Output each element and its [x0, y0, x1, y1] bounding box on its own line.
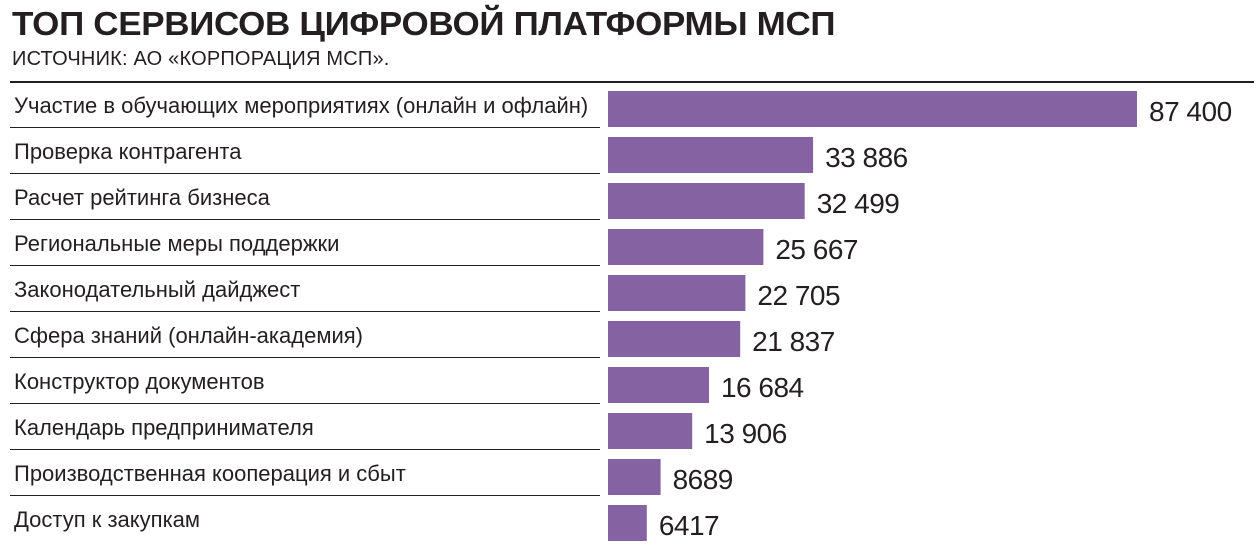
- value-label: 6417: [659, 510, 719, 541]
- category-label: Законодательный дайджест: [14, 277, 300, 302]
- chart-title: ТОП СЕРВИСОВ ЦИФРОВОЙ ПЛАТФОРМЫ МСП: [12, 5, 836, 42]
- bar: [608, 505, 647, 541]
- category-label: Конструктор документов: [14, 369, 265, 394]
- bar: [608, 183, 805, 219]
- value-label: 87 400: [1149, 96, 1232, 127]
- bar: [608, 229, 764, 265]
- value-label: 21 837: [752, 326, 835, 357]
- category-label: Региональные меры поддержки: [14, 231, 339, 256]
- bar: [608, 367, 709, 403]
- value-label: 8689: [673, 464, 733, 495]
- category-label: Расчет рейтинга бизнеса: [14, 185, 271, 210]
- category-label: Доступ к закупкам: [14, 507, 200, 532]
- value-label: 13 906: [704, 418, 787, 449]
- category-label: Участие в обучающих мероприятиях (онлайн…: [14, 93, 588, 118]
- bar: [608, 275, 746, 311]
- category-label: Производственная кооперация и сбыт: [14, 461, 406, 486]
- value-label: 22 705: [757, 280, 840, 311]
- value-label: 25 667: [775, 234, 858, 265]
- bar: [608, 321, 741, 357]
- value-label: 16 684: [721, 372, 804, 403]
- value-label: 32 499: [817, 188, 900, 219]
- bar: [608, 137, 814, 173]
- category-label: Сфера знаний (онлайн-академия): [14, 323, 363, 348]
- bar: [608, 459, 661, 495]
- bar: [608, 91, 1137, 127]
- category-label: Проверка контрагента: [14, 139, 242, 164]
- value-label: 33 886: [825, 142, 908, 173]
- chart-source: ИСТОЧНИК: АО «КОРПОРАЦИЯ МСП».: [12, 48, 390, 70]
- header-divider: [10, 81, 1254, 83]
- category-label: Календарь предпринимателя: [14, 415, 314, 440]
- bar: [608, 413, 693, 449]
- chart-rows: Участие в обучающих мероприятиях (онлайн…: [10, 91, 1232, 541]
